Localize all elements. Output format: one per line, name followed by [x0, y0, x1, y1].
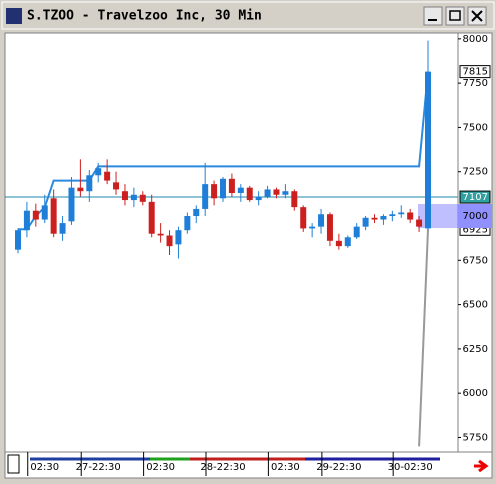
candle-body [326, 214, 333, 241]
candle-body [148, 201, 155, 234]
price-label: 7107 [463, 192, 488, 203]
x-tick-label: 02:30 [146, 462, 175, 473]
y-tick-label: 6000 [463, 388, 488, 399]
x-tick-label: 27-22:30 [76, 462, 121, 473]
y-tick-label: 7500 [463, 122, 488, 133]
candle-body [139, 194, 146, 202]
candle-body [264, 189, 271, 197]
candle-body [86, 175, 93, 192]
candle-body [41, 205, 48, 220]
price-axis [457, 32, 493, 453]
minimize-button[interactable] [423, 6, 443, 26]
candle-body [416, 219, 423, 227]
candle-body [113, 182, 120, 190]
app-icon [6, 8, 22, 24]
candle-body [32, 210, 39, 220]
candle-body [389, 214, 396, 217]
candle-body [273, 189, 280, 195]
candle-body [228, 178, 235, 193]
candle-body [121, 191, 128, 201]
scroll-box[interactable] [7, 454, 20, 474]
candle-body [59, 223, 66, 234]
close-icon [471, 10, 483, 22]
candle-body [425, 71, 431, 229]
candle-body [318, 214, 325, 227]
candle-body [15, 230, 21, 250]
candle-body [104, 171, 111, 181]
y-tick-label: 6250 [463, 344, 488, 355]
time-axis [4, 451, 493, 479]
candle-body [220, 178, 226, 199]
candle-body [68, 187, 75, 222]
price-label-box [459, 65, 491, 79]
candle-body [50, 198, 57, 234]
candle-body [407, 212, 414, 220]
candle-body [23, 210, 30, 231]
candle-body [309, 226, 316, 229]
cursor-highlight [418, 204, 458, 229]
y-tick-label: 7250 [463, 167, 488, 178]
candle-body [184, 216, 191, 231]
candle-body [237, 187, 244, 193]
candle-body [371, 217, 378, 220]
plot-area [4, 32, 459, 453]
cursor-label: 7000 [463, 211, 488, 222]
y-tick-label: 7750 [463, 78, 488, 89]
y-tick-label: 6500 [463, 300, 488, 311]
candle-body [344, 237, 351, 247]
candle-body [246, 187, 253, 201]
window-title: S.TZOO - Travelzoo Inc, 30 Min [27, 9, 262, 24]
y-tick-label: 5750 [463, 432, 488, 443]
x-tick-label: 29-22:30 [316, 462, 361, 473]
x-tick-label: 30-02:30 [388, 462, 433, 473]
price-label: 7815 [463, 67, 488, 78]
title-bar [1, 1, 495, 30]
candle-body [193, 208, 200, 217]
candle-body [362, 217, 369, 227]
x-tick-label: 02:30 [30, 462, 59, 473]
candle-body [95, 168, 102, 176]
scroll-arrow[interactable] [474, 459, 489, 473]
cursor-label-box [458, 204, 492, 229]
candle-body [175, 230, 182, 245]
y-tick-label: 6750 [463, 255, 488, 266]
candle-body [291, 191, 298, 208]
candle-body [398, 212, 405, 215]
maximize-button[interactable] [445, 6, 465, 26]
candle-body [157, 233, 164, 236]
candle-body [353, 226, 360, 238]
candle-body [211, 184, 218, 199]
y-tick-label: 8000 [463, 34, 488, 45]
x-tick-label: 02:30 [271, 462, 300, 473]
lower-band [418, 229, 429, 447]
candle-body [380, 216, 387, 220]
candle-body [130, 194, 137, 201]
candle-body [77, 187, 84, 192]
candle-body [202, 184, 209, 209]
candle-body [282, 191, 289, 195]
candle-body [255, 196, 262, 201]
candle-body [335, 240, 342, 247]
x-tick-label: 28-22:30 [200, 462, 245, 473]
price-label-box [459, 190, 491, 204]
candle-body [300, 207, 307, 229]
maximize-icon [449, 10, 461, 21]
price-label: 6925 [463, 224, 488, 235]
window-buttons[interactable] [423, 6, 487, 26]
candle-body [166, 235, 173, 247]
